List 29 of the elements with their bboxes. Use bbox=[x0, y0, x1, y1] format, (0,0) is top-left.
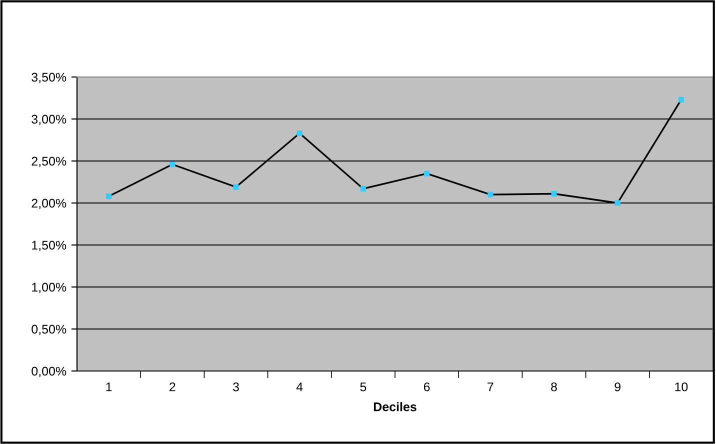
point bbox=[170, 162, 176, 168]
x-tick-label: 2 bbox=[170, 382, 176, 392]
y-tick-label: 3,00% bbox=[32, 114, 66, 126]
x-tick-label: 7 bbox=[488, 382, 494, 392]
y-tick-label: 3,50% bbox=[32, 72, 66, 84]
x-tick-label: 3 bbox=[233, 382, 239, 392]
x-tick-label: 6 bbox=[424, 382, 430, 392]
point bbox=[296, 130, 302, 136]
x-tick-label: 4 bbox=[296, 382, 303, 392]
point bbox=[488, 192, 494, 198]
x-tick-label: 1 bbox=[106, 382, 112, 392]
point bbox=[106, 194, 112, 200]
y-tick-label: 1,00% bbox=[32, 282, 66, 294]
point bbox=[233, 184, 239, 190]
x-tick-label: 9 bbox=[614, 382, 620, 392]
y-tick-label: 0,50% bbox=[32, 324, 66, 336]
point bbox=[614, 200, 620, 206]
point bbox=[360, 186, 366, 192]
point bbox=[678, 96, 684, 102]
x-tick-label: 5 bbox=[360, 382, 366, 392]
y-tick-label: 1,50% bbox=[32, 240, 66, 252]
x-tick-label: 10 bbox=[675, 382, 688, 392]
x-tick-label: 8 bbox=[551, 382, 557, 392]
x-axis-title: Deciles bbox=[374, 402, 416, 412]
point bbox=[551, 190, 557, 197]
point bbox=[424, 170, 430, 176]
y-tick-label: 0,00% bbox=[32, 366, 66, 378]
y-tick-label: 2,50% bbox=[32, 156, 66, 168]
y-tick-label: 2,00% bbox=[32, 198, 66, 210]
